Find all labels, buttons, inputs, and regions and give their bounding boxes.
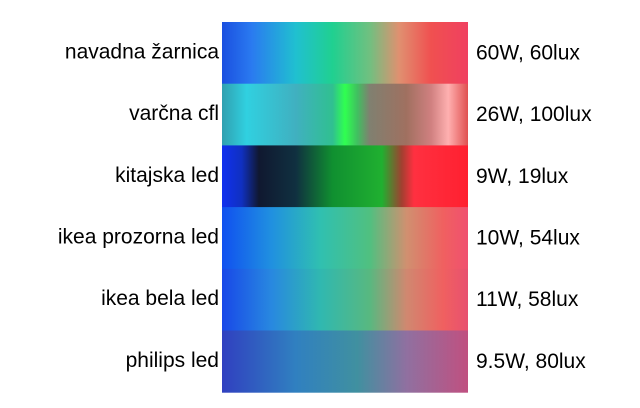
- lamp-spec: 60W, 60lux: [476, 41, 580, 64]
- lamp-label: ikea bela led: [101, 287, 219, 310]
- spectrum-strip: [222, 22, 468, 85]
- lamp-spec: 26W, 100lux: [476, 103, 592, 126]
- lamp-spec: 9W, 19lux: [476, 165, 569, 188]
- spectrum-strip: [222, 145, 468, 208]
- lamp-label: philips led: [126, 349, 219, 372]
- spectrum-strip: [222, 268, 468, 331]
- lamp-label: ikea prozorna led: [58, 225, 219, 248]
- lamp-spec: 10W, 54lux: [476, 226, 580, 249]
- spectrum-strip: [222, 330, 468, 393]
- lamp-label: varčna cfl: [129, 102, 219, 125]
- lamp-spec: 9.5W, 80lux: [476, 350, 586, 373]
- lamp-label: kitajska led: [115, 164, 219, 187]
- spectrum-strip: [222, 83, 468, 146]
- lamp-label: navadna žarnica: [65, 40, 219, 63]
- spectrum-strip: [222, 207, 468, 270]
- lamp-spec: 11W, 58lux: [476, 288, 579, 311]
